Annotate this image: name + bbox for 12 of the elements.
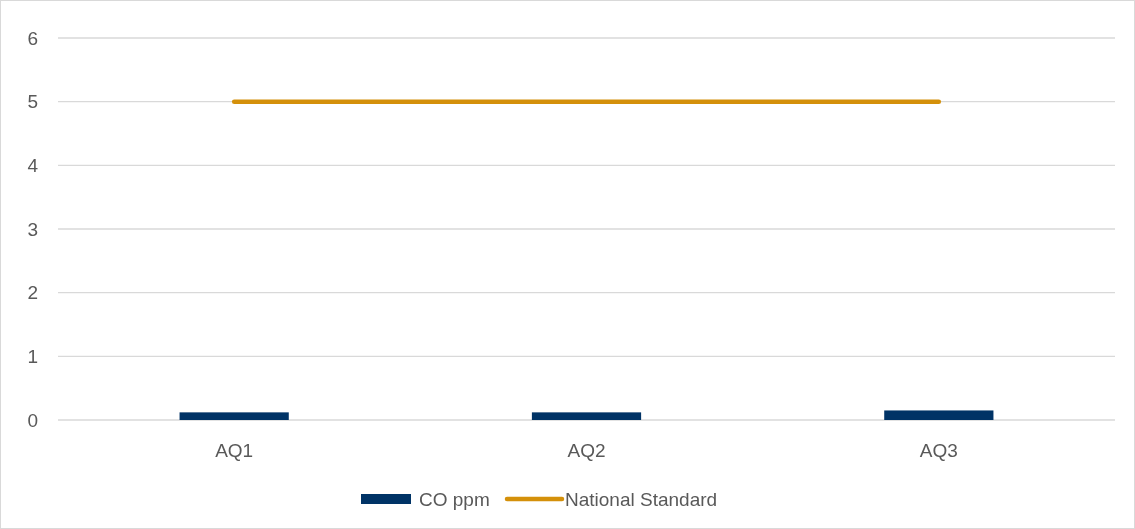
legend-label: CO ppm: [419, 488, 490, 510]
x-tick-label: AQ3: [919, 440, 958, 461]
x-tick-label: AQ1: [215, 440, 254, 461]
y-tick-label: 6: [27, 27, 38, 49]
y-tick-label: 3: [27, 218, 38, 240]
y-tick-label: 2: [27, 282, 38, 304]
y-tick-label: 5: [27, 91, 38, 113]
y-tick-label: 4: [27, 154, 39, 176]
y-tick-label: 0: [27, 409, 38, 431]
x-tick-label: AQ2: [567, 440, 606, 461]
legend-label: National Standard: [565, 488, 718, 510]
y-tick-label: 1: [27, 345, 38, 367]
